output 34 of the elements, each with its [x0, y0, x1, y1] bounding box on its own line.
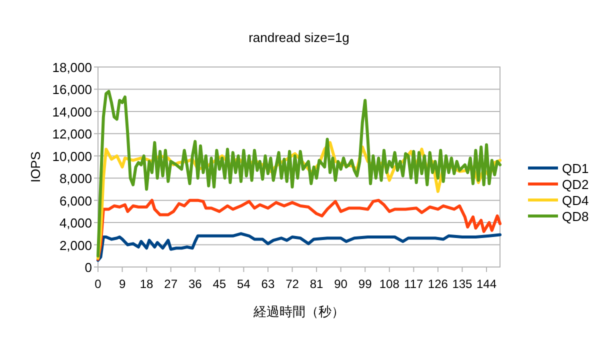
- y-tick-label: 12,000: [52, 126, 92, 142]
- x-axis-title: 経過時間（秒）: [252, 304, 344, 319]
- x-tick-label: 63: [261, 277, 275, 291]
- legend-label: QD2: [562, 177, 589, 192]
- y-tick-label: 10,000: [52, 148, 92, 164]
- x-tick-label: 90: [334, 277, 348, 291]
- y-tick-label: 16,000: [52, 82, 92, 98]
- x-tick-label: 72: [286, 277, 300, 291]
- x-tick-label: 18: [140, 277, 154, 291]
- y-tick-label: 18,000: [52, 60, 92, 75]
- legend-label: QD8: [562, 209, 589, 224]
- x-tick-label: 108: [379, 277, 400, 291]
- y-tick-label: 4,000: [59, 216, 92, 231]
- x-tick-label: 126: [428, 277, 448, 291]
- x-tick-label: 45: [212, 277, 226, 291]
- x-tick-label: 27: [164, 277, 178, 291]
- legend-label: QD4: [562, 193, 589, 208]
- x-tick-label: 9: [118, 277, 126, 291]
- x-tick-label: 81: [310, 277, 324, 291]
- legend-label: QD1: [562, 161, 589, 176]
- x-tick-label: 54: [237, 277, 251, 291]
- x-tick-label: 36: [188, 277, 202, 291]
- y-axis-title: IOPS: [28, 151, 43, 183]
- x-tick-label: 135: [452, 277, 473, 291]
- x-tick-label: 144: [476, 277, 497, 291]
- x-tick-label: 99: [358, 277, 372, 291]
- y-tick-label: 14,000: [52, 104, 92, 120]
- y-tick-label: 2,000: [59, 238, 92, 253]
- y-tick-label: 0: [84, 260, 92, 275]
- y-tick-label: 6,000: [59, 193, 92, 208]
- chart-title: randread size=1g: [248, 30, 350, 45]
- y-tick-label: 8,000: [59, 171, 92, 186]
- x-tick-label: 117: [404, 277, 424, 291]
- x-tick-label: 0: [94, 277, 102, 291]
